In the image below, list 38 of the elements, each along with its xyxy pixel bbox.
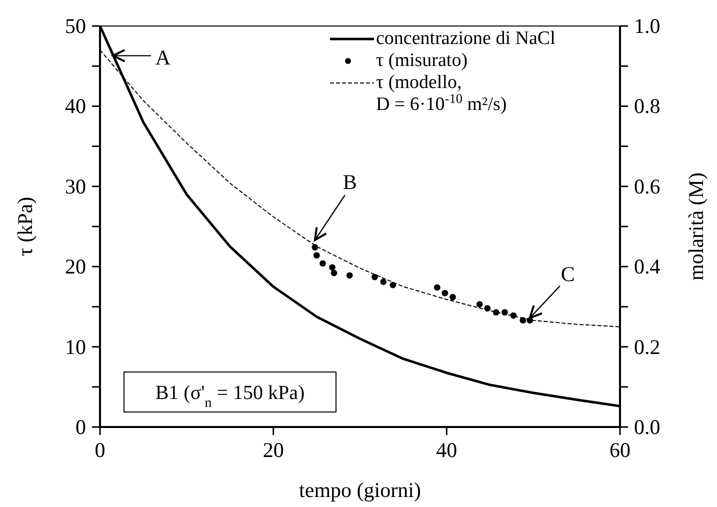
point xyxy=(434,284,440,291)
annotation: B1 (σ'$_{n}$ = 150 kPa) xyxy=(155,382,305,410)
point xyxy=(520,317,526,324)
y2-tick-label: 0.6 xyxy=(634,174,660,198)
legend-label: τ (modello, D = 6·10$^{-10}$ m²/s) xyxy=(376,72,507,115)
y2-tick-label: 0.8 xyxy=(634,94,660,118)
y-tick-label: 0 xyxy=(76,415,86,439)
point xyxy=(320,260,326,267)
point xyxy=(313,252,320,259)
y2-tick-label: 0.0 xyxy=(634,415,660,439)
point xyxy=(372,274,378,280)
y-tick-label: 50 xyxy=(65,14,86,38)
annotation: C xyxy=(560,262,575,286)
legend-label: τ (misurato) xyxy=(376,50,468,71)
y2-tick-label: 0.4 xyxy=(634,254,661,279)
point xyxy=(330,270,338,276)
x-axis-title: tempo (giorni) xyxy=(299,478,421,502)
x-tick-label: 0 xyxy=(94,438,106,462)
point xyxy=(346,272,353,279)
y-tick-label: 30 xyxy=(65,174,86,198)
y2-axis-title: molarità (M) xyxy=(684,172,708,280)
y-axis-title: τ (kPa) xyxy=(13,196,37,256)
point xyxy=(329,264,336,271)
annotation: A xyxy=(155,46,172,70)
point xyxy=(442,290,448,296)
y-tick-label: 40 xyxy=(65,94,86,118)
point xyxy=(476,301,483,308)
x-tick-label: 60 xyxy=(610,438,630,462)
x-tick-label: 20 xyxy=(262,438,284,462)
legend-label: concentrazione di NaCl xyxy=(376,28,556,49)
y-tick-label: 10 xyxy=(65,334,86,359)
y-tick-label: 20 xyxy=(65,254,86,279)
x-tick-label: 40 xyxy=(436,438,458,462)
point xyxy=(450,294,456,300)
y2-tick-label: 1.0 xyxy=(634,14,660,38)
annotation: B xyxy=(342,170,357,194)
y2-tick-label: 0.2 xyxy=(634,334,660,359)
point xyxy=(380,278,387,286)
